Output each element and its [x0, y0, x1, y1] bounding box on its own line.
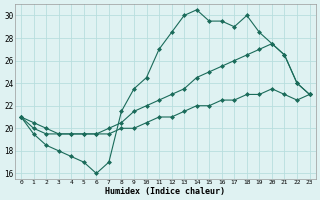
X-axis label: Humidex (Indice chaleur): Humidex (Indice chaleur): [105, 187, 225, 196]
